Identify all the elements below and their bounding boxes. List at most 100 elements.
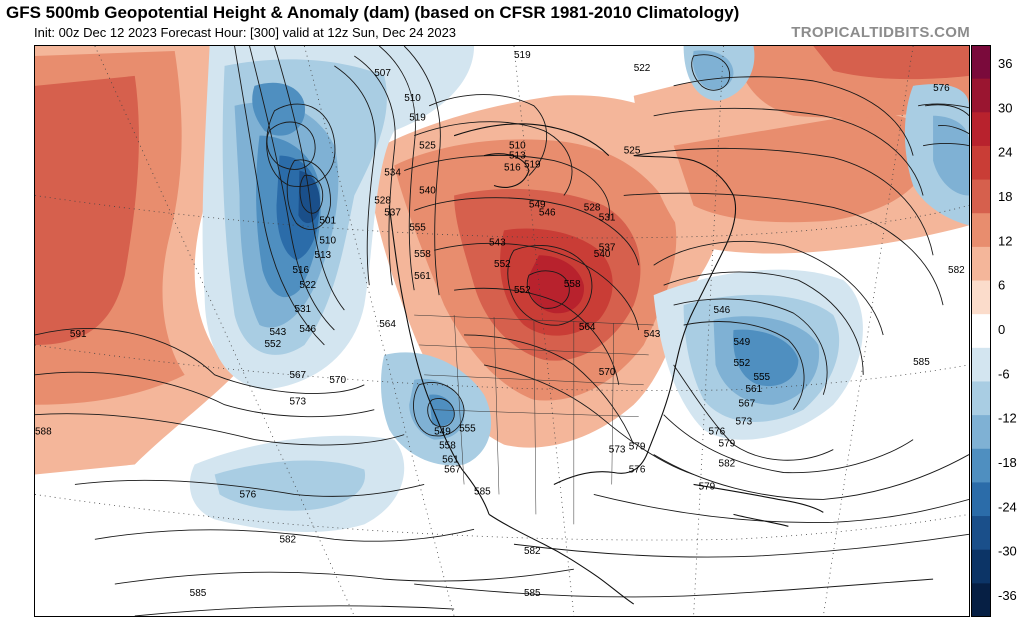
contour-label: 582 [279,534,296,545]
colorbar-tick-labels: 36 30 24 18 12 6 0 -6 -12 -18 -24 -30 -36 [998,56,1017,603]
contour-label: 558 [564,279,581,290]
contour-label: 540 [419,185,436,196]
colorbar-tick-label: -18 [998,455,1017,470]
contour-label: 501 [319,215,336,226]
contour-label: 534 [384,168,401,179]
contour-label: 579 [699,481,716,492]
contour-label: 522 [299,280,316,291]
contour-label: 519 [409,113,426,124]
contour-label: 567 [444,465,461,476]
contour-label: 510 [404,93,421,104]
colorbar-tick-label: -36 [998,588,1017,603]
contour-label: 582 [524,546,541,557]
contour-label: 528 [374,195,391,206]
contour-label: 555 [459,424,476,435]
contour-label: 510 [319,235,336,246]
contour-label: 528 [584,202,601,213]
colorbar-tick-label: 12 [998,233,1012,248]
contour-label: 564 [579,322,596,333]
contour-label: 546 [299,324,316,335]
contour-label: 567 [738,399,755,410]
colorbar-band [971,381,991,416]
colorbar-band [971,179,991,214]
colorbar-band [971,347,991,382]
map-title: GFS 500mb Geopotential Height & Anomaly … [6,3,740,22]
colorbar-band [971,415,991,450]
contour-label: 585 [474,486,491,497]
contour-label: 525 [624,146,641,157]
contour-label: 555 [753,372,770,383]
height-contours [35,46,969,616]
contour-label: 516 [292,265,309,276]
contour-label: 585 [190,588,207,599]
contour-label: 573 [735,417,752,428]
contour-label: 576 [933,83,950,94]
contour-label: 543 [269,327,286,338]
contour-label: 564 [379,319,396,330]
contour-label: 561 [442,455,459,466]
contour-label: 576 [629,465,646,476]
contour-label: 549 [434,427,451,438]
contour-label: 540 [594,249,611,260]
site-credit: TROPICALTIDBITS.COM [791,24,970,41]
contour-label: 573 [289,397,306,408]
contour-label: 570 [599,367,616,378]
contour-label: 531 [294,304,311,315]
anomaly-colorbar: 36 30 24 18 12 6 0 -6 -12 -18 -24 -30 -36 [971,45,1017,617]
contour-label: 519 [524,160,541,171]
colorbar-tick-label: -12 [998,411,1017,426]
contour-label: 513 [314,250,331,261]
colorbar-band [971,112,991,147]
contour-label: 531 [599,212,616,223]
colorbar-tick-label: 0 [998,322,1005,337]
contour-label: 573 [609,445,626,456]
colorbar-tick-label: 30 [998,100,1012,115]
contour-label: 513 [509,151,526,162]
colorbar-band [971,246,991,282]
colorbar-tick-label: -30 [998,544,1017,559]
contour-label: 552 [514,285,531,296]
colorbar-tick-label: -6 [998,366,1010,381]
contour-label: 552 [734,358,751,369]
colorbar-band [971,583,991,617]
contour-label: 558 [439,441,456,452]
colorbar-tick-label: -24 [998,499,1017,514]
contour-label: 543 [489,237,506,248]
contour-label: 582 [719,459,736,470]
contour-label: 549 [734,337,751,348]
contour-label: 546 [539,207,556,218]
contour-label: 561 [414,271,431,282]
colorbar-band [971,280,991,315]
positive-anomaly-regions [35,46,969,475]
contour-label: 585 [524,588,541,599]
contour-label: 591 [70,329,87,340]
colorbar-tick-label: 6 [998,278,1005,293]
colorbar-tick-label: 24 [998,145,1012,160]
contour-label: 525 [419,141,436,152]
contour-label: 576 [240,489,257,500]
colorbar-frame [971,45,991,617]
contour-label: 588 [35,427,52,438]
contour-label: 549 [529,199,546,210]
colorbar-band [971,314,991,349]
contour-label: 582 [948,265,965,276]
map-subtitle: Init: 00z Dec 12 2023 Forecast Hour: [30… [34,25,457,40]
contour-label: 570 [329,375,346,386]
colorbar-band [971,516,991,551]
colorbar-tick-label: 18 [998,189,1012,204]
contour-label: 507 [374,68,391,79]
contour-label: 543 [644,329,661,340]
contour-label: 579 [719,439,736,450]
contour-label: 552 [265,339,282,350]
contour-label: 567 [289,370,306,381]
colorbar-band [971,213,991,248]
contour-label: 510 [509,141,526,152]
coastlines [388,123,824,605]
contour-label: 579 [629,442,646,453]
contour-label: 561 [745,384,762,395]
colorbar-band [971,549,991,584]
colorbar-band [971,448,991,483]
contour-label: 552 [494,259,511,270]
